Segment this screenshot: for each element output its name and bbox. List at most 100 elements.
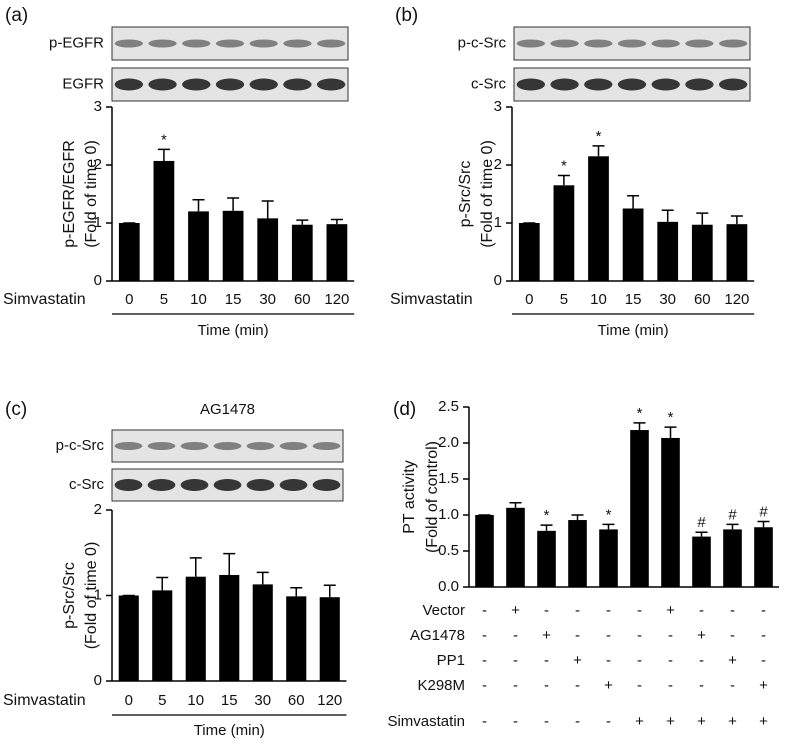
x-tick-label: 15 — [225, 291, 242, 308]
y-axis-label: (Fold of time 0) — [83, 140, 100, 248]
y-axis-label: PT activity — [401, 460, 418, 534]
error-bar — [540, 524, 553, 531]
condition-sign: + — [604, 677, 613, 694]
y-axis-label: (Fold of control) — [424, 441, 441, 553]
error-bar — [290, 587, 303, 597]
blot-band — [213, 442, 242, 450]
blot-band — [114, 78, 144, 91]
y-tick-label: 1 — [94, 586, 102, 603]
panel-label: (b) — [395, 5, 418, 26]
condition-sign: - — [544, 677, 549, 694]
condition-sign: - — [482, 602, 487, 619]
error-bar — [296, 219, 309, 225]
blot-label: p-c-Src — [458, 34, 507, 51]
error-bar — [661, 209, 674, 222]
blot-band — [283, 39, 312, 48]
condition-sign: - — [730, 677, 735, 694]
error-bar — [633, 422, 646, 431]
condition-sign: + — [573, 652, 582, 669]
condition-sign: - — [575, 677, 580, 694]
blot-band — [550, 39, 579, 48]
blot-band — [279, 479, 308, 491]
blot-band — [182, 78, 211, 91]
bar — [222, 210, 244, 281]
bar — [599, 529, 618, 587]
condition-sign: - — [637, 602, 642, 619]
y-tick-label: 0 — [94, 272, 102, 289]
y-axis-label: p-Src/Src — [457, 161, 474, 228]
blot-band — [249, 78, 278, 91]
blot-band — [114, 479, 143, 491]
condition-label: AG1478 — [410, 627, 465, 644]
row-label: Simvastatin — [3, 692, 86, 709]
x-tick-label: 120 — [324, 291, 349, 308]
y-tick-label: 0.5 — [438, 542, 459, 559]
y-axis-label: p-Src/Src — [61, 562, 78, 629]
error-bar — [330, 218, 343, 225]
error-bar — [602, 523, 615, 530]
bar — [153, 160, 175, 281]
bar — [691, 224, 713, 281]
condition-sign: - — [606, 652, 611, 669]
blot-band — [180, 442, 209, 450]
bar — [754, 527, 773, 587]
blot-band — [180, 479, 209, 491]
blot-band — [550, 78, 579, 91]
condition-sign: + — [728, 713, 737, 730]
significance-mark: * — [544, 507, 550, 524]
significance-mark: * — [668, 409, 674, 426]
blot-band — [516, 78, 546, 91]
x-tick-label: 60 — [694, 291, 711, 308]
blot-band — [114, 39, 144, 48]
condition-sign: + — [728, 652, 737, 669]
bar — [622, 208, 644, 281]
blot-label: c-Src — [471, 75, 506, 92]
bar — [630, 430, 649, 587]
bar — [588, 156, 609, 281]
condition-label: K298M — [417, 677, 465, 694]
bar — [252, 584, 273, 681]
condition-sign: - — [482, 627, 487, 644]
condition-sign: + — [666, 602, 675, 619]
condition-sign: - — [606, 602, 611, 619]
condition-sign: + — [697, 627, 706, 644]
condition-sign: - — [761, 602, 766, 619]
condition-sign: - — [668, 652, 673, 669]
condition-sign: - — [513, 713, 518, 730]
bar — [568, 520, 587, 587]
significance-mark: # — [759, 503, 768, 520]
blot-band — [246, 442, 275, 450]
y-tick-label: 1.5 — [438, 470, 459, 487]
condition-sign: + — [511, 602, 520, 619]
error-bar — [757, 520, 770, 528]
x-tick-label: 10 — [590, 291, 607, 308]
blot-band — [249, 39, 278, 48]
significance-mark: # — [697, 514, 706, 531]
blot-band — [584, 78, 613, 91]
error-bar — [730, 215, 743, 225]
blot-band — [617, 78, 647, 91]
condition-label: PP1 — [437, 652, 465, 669]
y-tick-label: 2.5 — [438, 398, 459, 415]
condition-sign: - — [761, 652, 766, 669]
blot-band — [718, 39, 748, 48]
bar — [506, 507, 525, 587]
condition-sign: + — [542, 627, 551, 644]
y-tick-label: 3 — [494, 98, 502, 115]
bar — [553, 185, 575, 281]
condition-sign: - — [606, 713, 611, 730]
bar — [326, 224, 348, 281]
condition-sign: - — [730, 627, 735, 644]
bar — [118, 223, 140, 281]
bar — [475, 515, 494, 587]
blot-band — [283, 78, 312, 91]
x-tick-label: 5 — [158, 692, 166, 709]
blot-band — [316, 78, 346, 91]
bar — [537, 530, 556, 587]
blot-band — [147, 442, 176, 450]
blot-band — [312, 442, 341, 450]
error-bar — [192, 199, 205, 212]
error-bar — [261, 200, 274, 219]
y-tick-label: 1 — [494, 214, 502, 231]
